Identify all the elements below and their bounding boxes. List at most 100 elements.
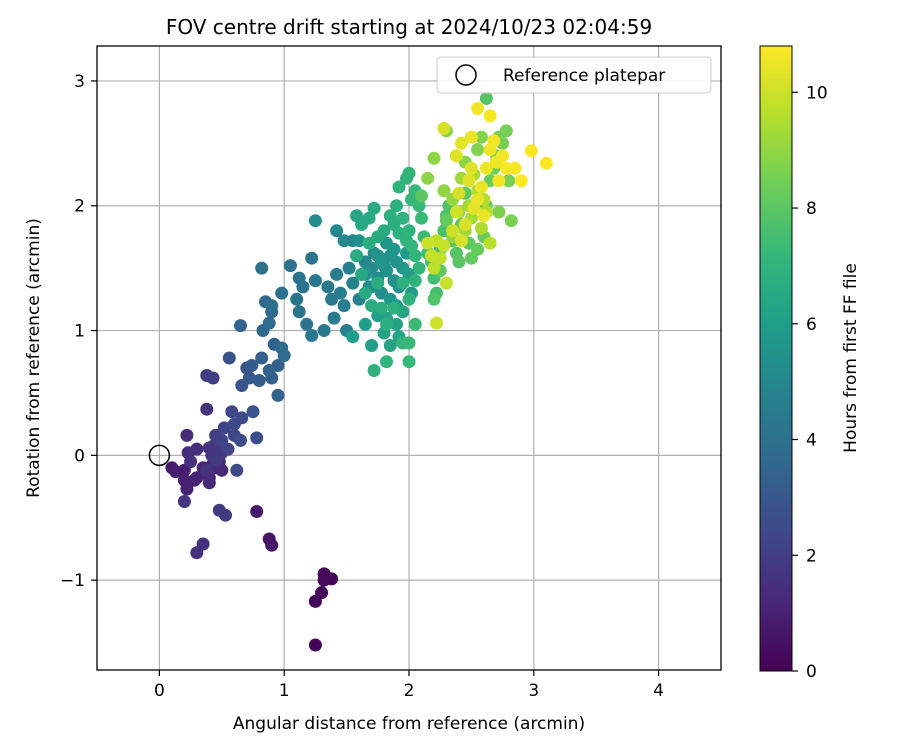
data-point xyxy=(471,101,485,115)
data-point xyxy=(225,405,239,419)
data-point xyxy=(412,261,426,275)
x-tick-label: 4 xyxy=(653,681,664,701)
data-point xyxy=(262,364,276,377)
data-point xyxy=(308,274,322,288)
data-point xyxy=(477,209,491,223)
y-axis-ticks: −1 0 1 2 3 xyxy=(60,72,97,591)
data-point xyxy=(362,211,376,225)
data-point xyxy=(421,236,435,250)
data-point xyxy=(474,180,488,194)
data-point xyxy=(245,359,259,372)
data-point xyxy=(396,276,410,290)
data-point xyxy=(402,224,416,238)
x-tick-label: 0 xyxy=(154,681,165,701)
data-point xyxy=(255,351,269,365)
x-tick-label: 3 xyxy=(528,681,539,701)
data-point xyxy=(446,224,460,238)
data-point xyxy=(206,371,220,385)
data-point xyxy=(430,316,443,330)
data-point xyxy=(321,280,335,294)
data-point xyxy=(496,149,510,163)
data-point xyxy=(196,537,210,551)
data-point xyxy=(408,249,422,263)
data-point xyxy=(180,482,194,496)
data-point xyxy=(392,180,406,194)
data-point xyxy=(367,201,381,215)
data-point xyxy=(327,311,341,325)
colorbar-bar xyxy=(759,45,793,672)
data-point xyxy=(262,316,276,330)
data-point xyxy=(202,476,216,490)
data-point xyxy=(184,455,198,469)
data-point xyxy=(402,355,416,369)
data-point xyxy=(296,280,310,294)
data-point xyxy=(219,508,232,522)
data-point xyxy=(408,317,422,331)
data-point xyxy=(405,239,418,253)
data-point xyxy=(308,214,322,228)
y-tick-label: 0 xyxy=(74,446,85,466)
data-point xyxy=(200,463,214,477)
data-point xyxy=(292,305,306,319)
data-point xyxy=(402,336,416,350)
data-point xyxy=(305,329,319,342)
data-point xyxy=(479,91,493,105)
data-point xyxy=(246,405,260,419)
colorbar-tick-label: 2 xyxy=(806,546,817,566)
data-point xyxy=(365,299,379,313)
colorbar-tick-label: 4 xyxy=(806,431,817,451)
data-point xyxy=(439,214,453,228)
data-point xyxy=(437,239,451,253)
legend-label: Reference platepar xyxy=(503,66,665,86)
data-point xyxy=(492,174,506,188)
data-point xyxy=(390,317,403,331)
data-point xyxy=(380,317,393,331)
data-point xyxy=(387,301,401,315)
data-point xyxy=(346,276,360,290)
data-point xyxy=(474,130,488,144)
data-point xyxy=(265,538,279,552)
y-tick-label: −1 xyxy=(60,571,85,591)
data-point xyxy=(355,267,369,281)
data-point xyxy=(221,442,235,456)
data-point xyxy=(375,301,388,315)
data-point xyxy=(504,214,518,228)
data-point xyxy=(462,174,476,188)
data-point xyxy=(492,205,506,219)
data-point xyxy=(234,433,247,447)
data-point xyxy=(333,286,347,300)
x-tick-label: 1 xyxy=(279,681,290,701)
data-point xyxy=(415,189,428,203)
data-point xyxy=(377,224,391,238)
data-point xyxy=(502,174,516,188)
data-point xyxy=(330,224,344,238)
data-point xyxy=(190,442,204,456)
data-point xyxy=(337,299,351,313)
data-point xyxy=(449,149,463,163)
data-point xyxy=(514,174,528,188)
data-point xyxy=(352,234,366,248)
data-point xyxy=(350,249,364,263)
data-point xyxy=(230,463,244,477)
colorbar-ticks: 0 2 4 6 8 10 xyxy=(792,83,828,682)
x-axis-label: Angular distance from reference (arcmin) xyxy=(233,714,585,734)
colorbar-tick-label: 0 xyxy=(806,662,817,682)
data-point xyxy=(380,355,393,369)
data-point xyxy=(454,234,468,248)
data-point xyxy=(427,292,441,306)
data-point xyxy=(277,349,291,362)
legend: Reference platepar xyxy=(436,56,712,94)
data-point xyxy=(524,144,538,158)
data-point xyxy=(439,276,453,290)
data-point xyxy=(234,319,247,333)
data-point xyxy=(390,199,403,213)
y-tick-label: 2 xyxy=(74,197,85,217)
legend-marker-icon xyxy=(455,64,477,86)
legend-box xyxy=(436,56,712,94)
x-axis-ticks: 0 1 2 3 4 xyxy=(154,670,664,701)
x-tick-label: 2 xyxy=(404,681,415,701)
data-point xyxy=(483,109,497,123)
data-point xyxy=(471,193,485,206)
data-point xyxy=(425,249,438,263)
data-point xyxy=(474,221,488,235)
